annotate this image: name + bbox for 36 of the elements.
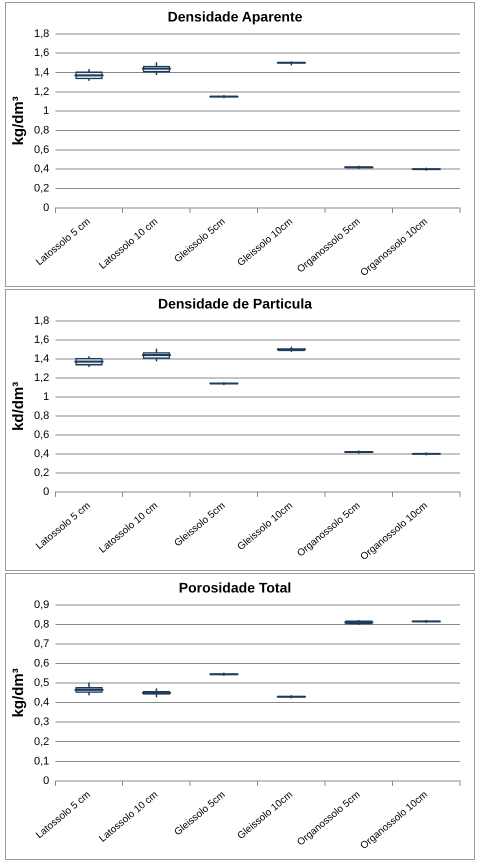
y-tick-label: 0,5 xyxy=(34,677,50,690)
y-tick-label: 1,6 xyxy=(34,47,50,60)
y-tick-label: 1,4 xyxy=(34,66,50,79)
y-tick-label: 1,6 xyxy=(34,334,50,346)
y-tick-label: 1,2 xyxy=(34,372,50,384)
y-tick-label: 1,2 xyxy=(34,86,50,98)
y-tick-label: 0,9 xyxy=(34,598,50,611)
y-tick-label: 0 xyxy=(43,202,50,214)
chart-title: Porosidade Total xyxy=(178,579,292,596)
y-tick-label: 1,8 xyxy=(34,314,50,327)
y-tick-label: 0 xyxy=(43,774,50,787)
y-tick-label: 1 xyxy=(43,105,50,118)
y-tick-label: 0,6 xyxy=(34,428,50,441)
y-axis-title: kd/dm³ xyxy=(10,382,28,431)
y-tick-label: 0,6 xyxy=(34,658,50,670)
y-tick-label: 0,2 xyxy=(34,466,50,479)
y-tick-label: 0,4 xyxy=(34,696,50,709)
y-tick-label: 0 xyxy=(43,486,50,498)
y-tick-label: 0,7 xyxy=(34,638,50,650)
y-tick-label: 1,4 xyxy=(34,352,50,365)
chart-title: Densidade de Particula xyxy=(158,295,312,312)
y-axis-title: kg/dm³ xyxy=(10,668,28,718)
y-tick-label: 1,8 xyxy=(34,28,50,40)
chart-title: Densidade Aparente xyxy=(168,8,303,24)
y-tick-label: 0,1 xyxy=(34,755,50,768)
y-tick-label: 1 xyxy=(43,390,50,403)
y-tick-label: 0,6 xyxy=(34,144,50,156)
y-tick-label: 0,4 xyxy=(34,448,50,460)
y-tick-label: 0,4 xyxy=(34,163,50,176)
y-tick-label: 0,8 xyxy=(34,410,50,422)
y-tick-label: 0,2 xyxy=(34,182,50,195)
y-tick-label: 0,8 xyxy=(34,618,50,630)
y-tick-label: 0,3 xyxy=(34,716,50,728)
y-axis-title: kg/dm³ xyxy=(10,96,28,146)
y-tick-label: 0,2 xyxy=(34,736,50,748)
y-tick-label: 0,8 xyxy=(34,124,50,137)
